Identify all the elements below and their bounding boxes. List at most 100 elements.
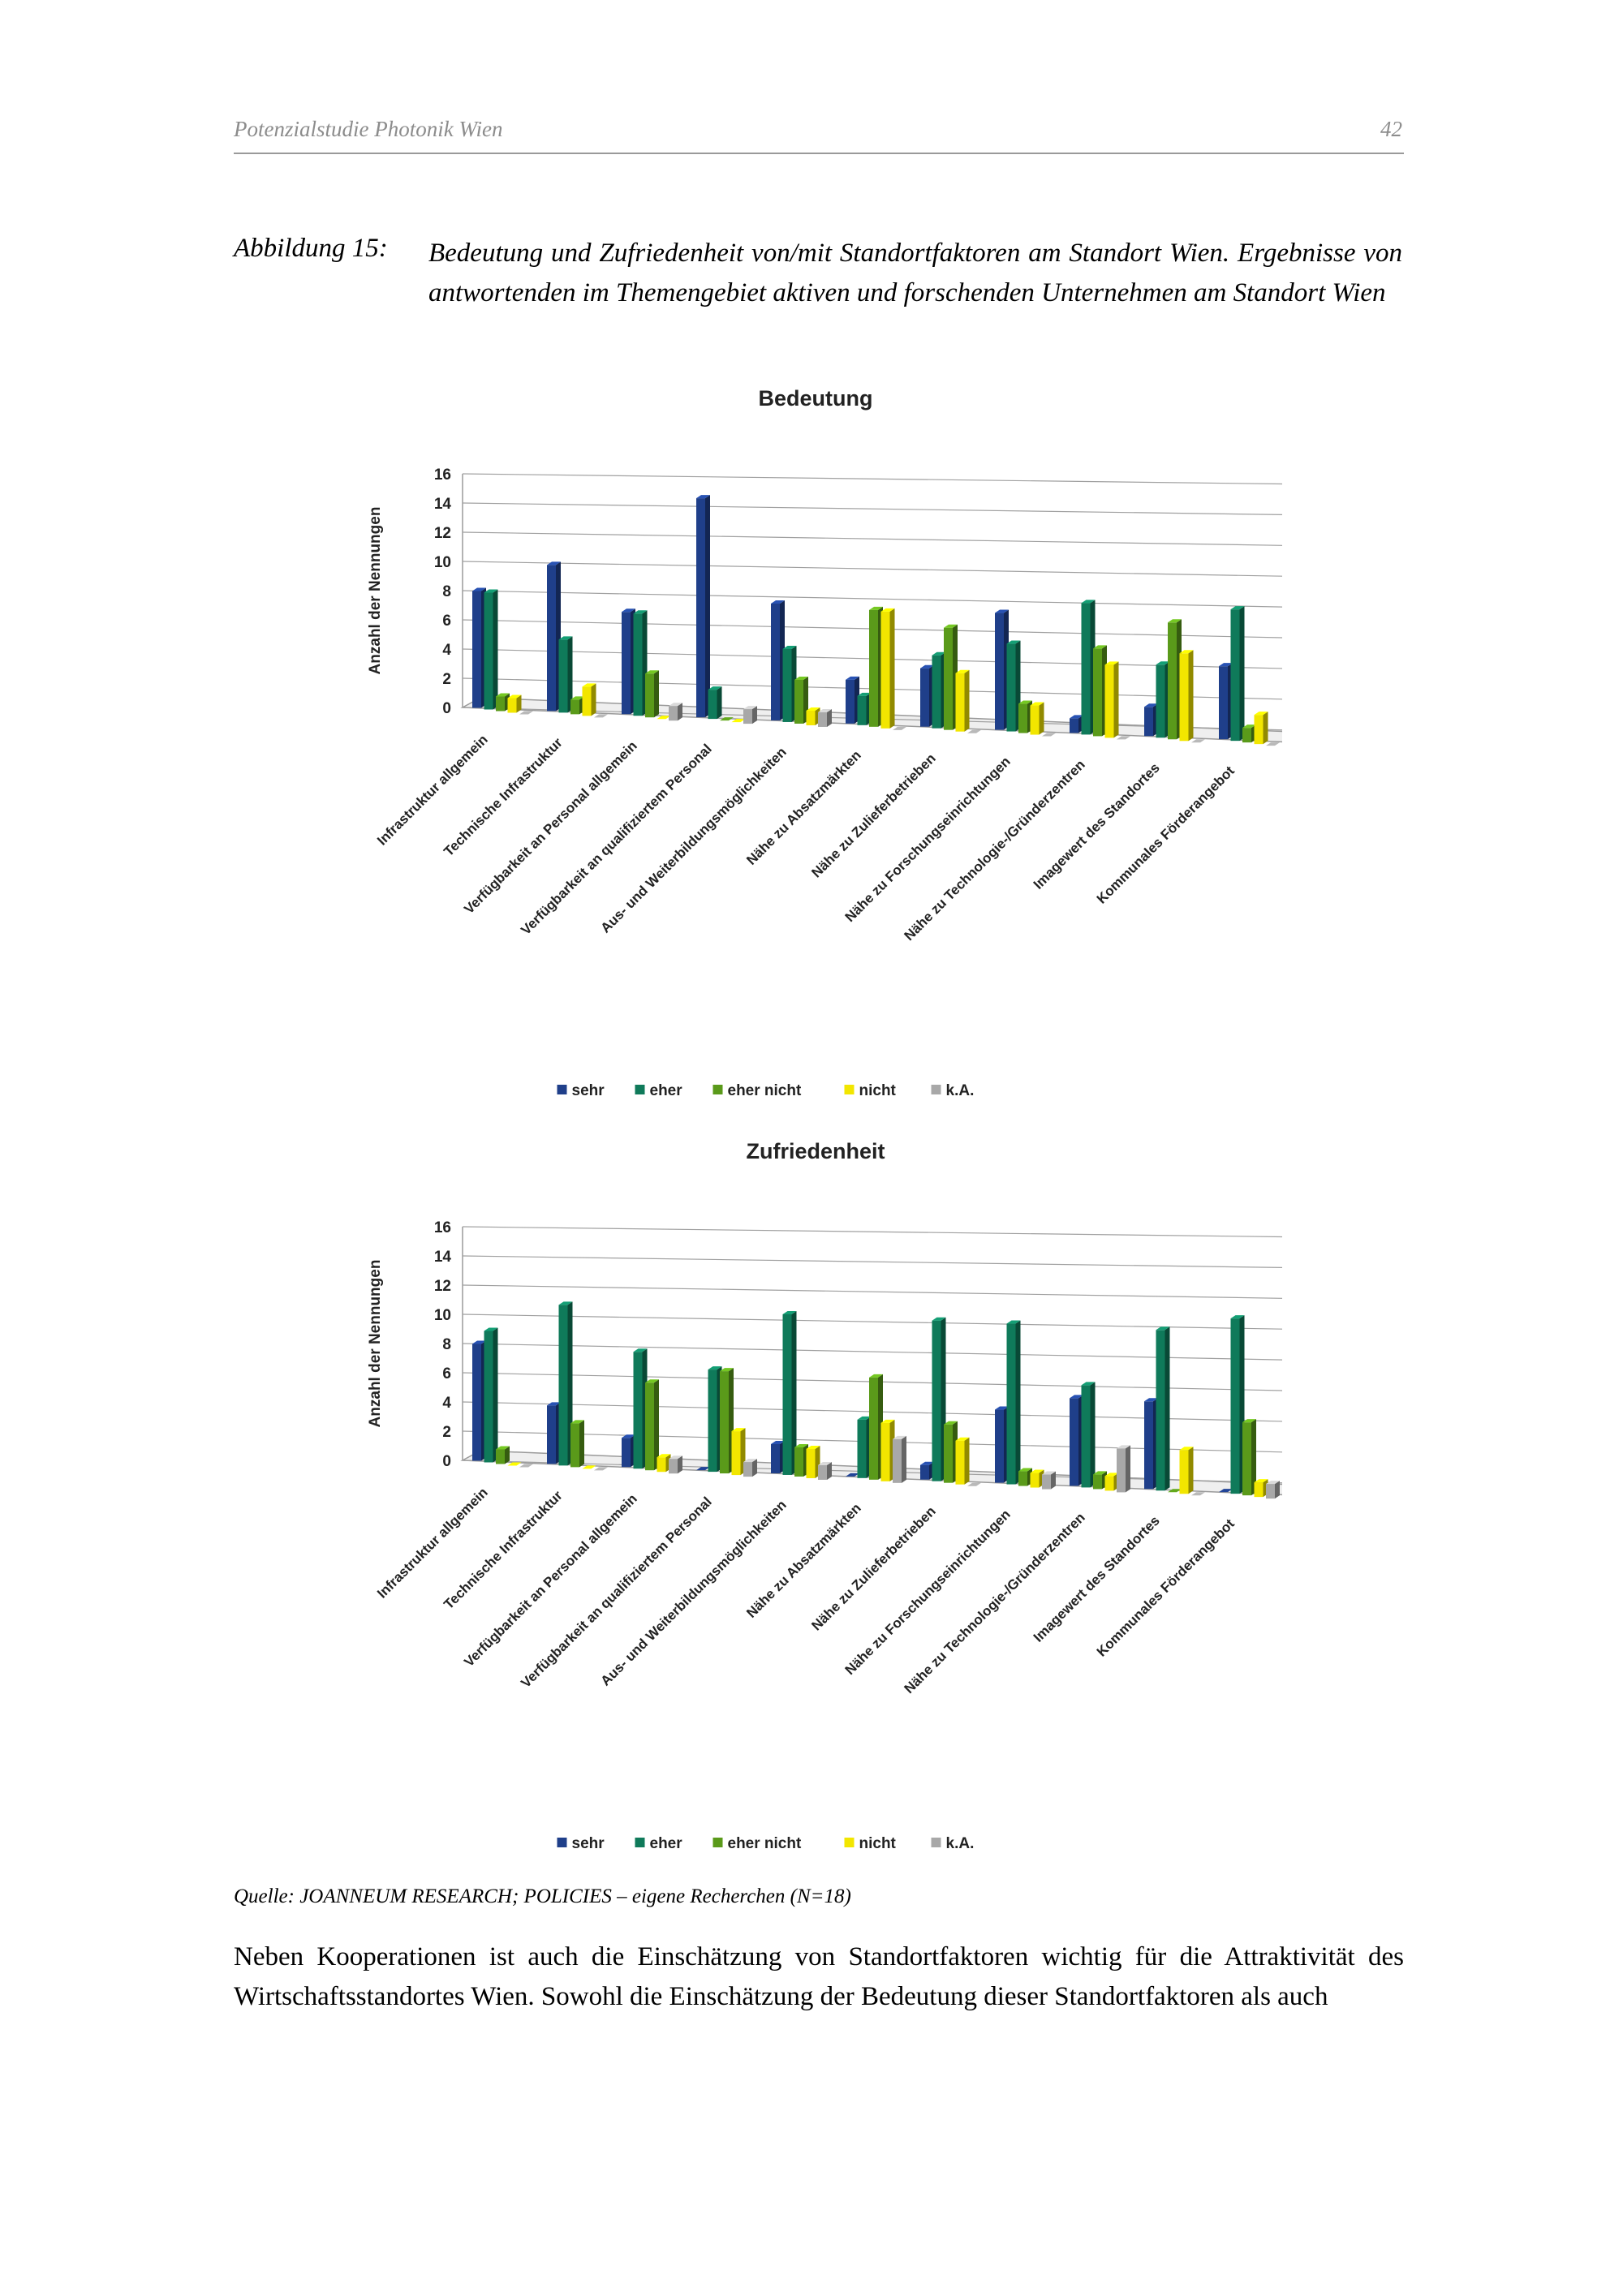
bar-front bbox=[782, 648, 792, 722]
bar-top bbox=[1070, 715, 1083, 719]
x-tick-label: Kommunales Förderangebot bbox=[1094, 1516, 1238, 1659]
bar-top bbox=[1030, 702, 1044, 706]
bar-top bbox=[932, 1317, 946, 1321]
bar-top bbox=[857, 1416, 872, 1420]
bar-nicht bbox=[1179, 1447, 1194, 1494]
bar-front bbox=[857, 1419, 867, 1478]
bar-top bbox=[1266, 1481, 1280, 1485]
bar-top bbox=[1144, 1398, 1158, 1402]
figure-source: Quelle: JOANNEUM RESEARCH; POLICIES – ei… bbox=[234, 1885, 851, 1907]
bar-eher bbox=[1230, 1315, 1245, 1494]
bar-side bbox=[1251, 1419, 1256, 1496]
bar-top bbox=[484, 589, 498, 593]
bar-ehernicht bbox=[794, 1443, 808, 1477]
bar-front bbox=[1018, 1471, 1027, 1486]
bar-side bbox=[678, 1455, 682, 1474]
bar-top bbox=[955, 669, 970, 673]
bar-top bbox=[547, 561, 561, 565]
bar-top bbox=[782, 645, 797, 649]
y-tick-label: 16 bbox=[434, 467, 451, 484]
bar-side bbox=[717, 686, 722, 720]
bar-side bbox=[1188, 650, 1194, 742]
figure-label: Abbildung 15: bbox=[234, 234, 388, 263]
gridline bbox=[462, 1226, 1282, 1238]
bar-top bbox=[731, 1428, 746, 1432]
bar-top bbox=[869, 1374, 883, 1378]
body-paragraph: Neben Kooperationen ist auch die Einschä… bbox=[234, 1942, 1404, 2011]
bar-front bbox=[1042, 1474, 1051, 1490]
bar-side bbox=[1126, 1445, 1130, 1493]
bar-nicht bbox=[880, 608, 895, 729]
bar-top bbox=[880, 1419, 895, 1423]
bar-front bbox=[1179, 653, 1189, 742]
gridline bbox=[462, 561, 1282, 577]
bar-side bbox=[1051, 1471, 1056, 1490]
bar-eher bbox=[1006, 1320, 1021, 1485]
bar-eher bbox=[782, 1310, 797, 1475]
bar-ehernicht bbox=[1093, 1471, 1107, 1490]
bar-ka bbox=[669, 703, 682, 721]
bar-top bbox=[794, 676, 808, 680]
bar-front bbox=[806, 1448, 816, 1478]
x-tick-label: Nähe zu Zulieferbetrieben bbox=[808, 1503, 938, 1633]
bar-base bbox=[1219, 1489, 1233, 1493]
legend-label: nicht bbox=[859, 1082, 897, 1099]
bar-top bbox=[696, 495, 710, 499]
bar-front bbox=[1081, 1385, 1091, 1488]
x-tick-label: Nähe zu Technologie-/Gründerzentren bbox=[902, 757, 1088, 944]
bar-nicht bbox=[955, 1437, 970, 1485]
bar-top bbox=[920, 664, 934, 669]
bar-side bbox=[1188, 1447, 1194, 1494]
bar-front bbox=[1156, 1330, 1165, 1491]
bar-base bbox=[1191, 739, 1205, 743]
bar-nicht bbox=[507, 694, 522, 713]
bar-front bbox=[720, 1371, 729, 1474]
bar-ehernicht bbox=[869, 1374, 883, 1480]
bar-top bbox=[645, 1379, 659, 1383]
bar-front bbox=[880, 1422, 890, 1481]
bar-top bbox=[472, 587, 486, 591]
bar-ehernicht bbox=[1242, 1419, 1256, 1496]
bar-front bbox=[1254, 715, 1264, 745]
bar-front bbox=[708, 690, 717, 720]
bar-front bbox=[1070, 1398, 1078, 1486]
bar-top bbox=[806, 1445, 820, 1449]
bar-top bbox=[669, 703, 682, 707]
bar-sehr bbox=[771, 600, 785, 720]
bar-sehr bbox=[1070, 1395, 1083, 1486]
y-tick-label: 16 bbox=[434, 1219, 451, 1236]
bar-front bbox=[570, 1423, 579, 1468]
x-tick-label: Nähe zu Forschungseinrichtungen bbox=[842, 1507, 1014, 1678]
bar-top bbox=[869, 606, 883, 610]
bar-front bbox=[920, 1464, 929, 1480]
bar-sehr bbox=[920, 664, 934, 727]
bar-top bbox=[1042, 1471, 1056, 1475]
bar-front bbox=[794, 1447, 803, 1477]
bar-eher bbox=[708, 686, 722, 720]
bar-front bbox=[1104, 1476, 1114, 1491]
legend-item: eher nicht bbox=[712, 1835, 802, 1852]
bar-front bbox=[944, 1424, 953, 1483]
legend-label: k.A. bbox=[946, 1835, 975, 1852]
bar-front bbox=[1144, 707, 1153, 737]
gridline bbox=[462, 1401, 1282, 1422]
bar-top bbox=[1242, 1419, 1256, 1423]
y-tick-label: 2 bbox=[442, 1424, 451, 1441]
bar-side bbox=[827, 708, 832, 727]
bar-top bbox=[507, 694, 522, 699]
bar-side bbox=[827, 1461, 832, 1480]
bar-top bbox=[995, 1406, 1009, 1410]
bar-ehernicht bbox=[1093, 645, 1107, 737]
bar-front bbox=[1242, 1422, 1251, 1496]
bar-front bbox=[944, 627, 953, 730]
bar-ka bbox=[1042, 733, 1056, 737]
chart-bedeutung: Bedeutung Anzahl der Nennungen 0 2 4 6 8 10 12 14… bbox=[341, 373, 1282, 1120]
bar-top bbox=[496, 693, 510, 697]
bar-nicht bbox=[806, 707, 820, 725]
bar-front bbox=[893, 1438, 902, 1483]
bar-front bbox=[645, 673, 654, 718]
legend-item: sehr bbox=[557, 1835, 605, 1852]
legend-label: sehr bbox=[572, 1082, 605, 1099]
bar-top bbox=[920, 1461, 934, 1465]
bar-nicht bbox=[657, 1454, 671, 1473]
